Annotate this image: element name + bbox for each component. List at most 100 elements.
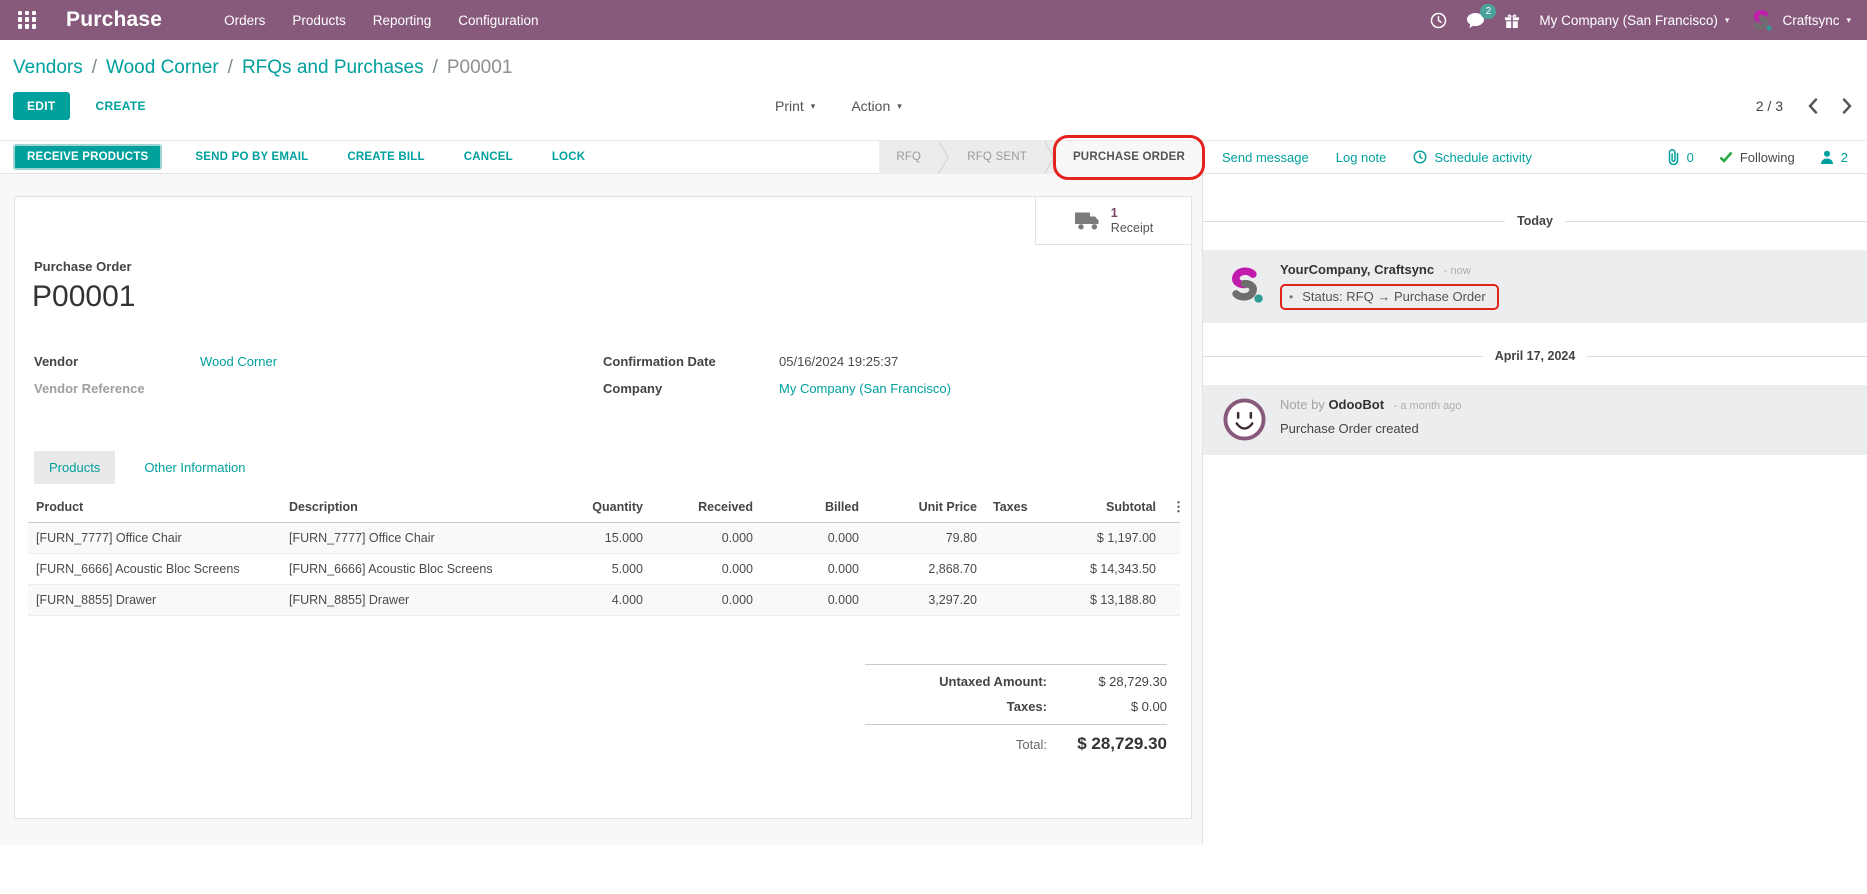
apps-menu-icon[interactable] xyxy=(18,11,37,30)
navbar-systray: 2 My Company (San Francisco) ▾ Craftsync… xyxy=(1430,7,1851,33)
cell-taxes xyxy=(985,554,1047,585)
note-body: Purchase Order created xyxy=(1280,421,1462,436)
cell-description: [FURN_8855] Drawer xyxy=(281,585,543,616)
table-header-row: Product Description Quantity Received Bi… xyxy=(28,492,1180,523)
breadcrumb: Vendors/Wood Corner/RFQs and Purchases/P… xyxy=(13,57,1867,79)
following-button[interactable]: Following xyxy=(1719,150,1795,165)
vendor-value-link[interactable]: Wood Corner xyxy=(200,354,277,369)
print-dropdown[interactable]: Print ▾ xyxy=(775,98,815,114)
confirmation-date-value: 05/16/2024 19:25:37 xyxy=(779,354,898,369)
col-received: Received xyxy=(651,492,761,523)
breadcrumb-vendors[interactable]: Vendors xyxy=(13,57,83,78)
table-row[interactable]: [FURN_7777] Office Chair [FURN_7777] Off… xyxy=(28,523,1180,554)
edit-button[interactable]: EDIT xyxy=(13,92,70,120)
cell-quantity: 5.000 xyxy=(543,554,651,585)
form-content: 1 Receipt Purchase Order P00001 Vendor W… xyxy=(0,174,1202,845)
form-view: RECEIVE PRODUCTS SEND PO BY EMAIL CREATE… xyxy=(0,141,1202,845)
date-divider-today: Today xyxy=(1203,214,1867,228)
cell-billed: 0.000 xyxy=(761,585,867,616)
pager: 2 / 3 xyxy=(1756,98,1853,114)
attachments-button[interactable]: 0 xyxy=(1666,149,1694,165)
col-billed: Billed xyxy=(761,492,867,523)
odoo-purchase-order-screen: Purchase Orders Products Reporting Confi… xyxy=(0,0,1867,894)
craftsync-logo-avatar[interactable] xyxy=(1222,262,1267,307)
action-dropdown[interactable]: Action ▾ xyxy=(851,98,901,114)
bullet-icon: • xyxy=(1289,290,1293,304)
company-label: Company xyxy=(603,381,779,396)
gift-icon[interactable] xyxy=(1504,12,1520,29)
messages-icon[interactable]: 2 xyxy=(1466,12,1485,29)
lock-button[interactable]: LOCK xyxy=(546,150,591,164)
work-area: RECEIVE PRODUCTS SEND PO BY EMAIL CREATE… xyxy=(0,140,1867,845)
app-name[interactable]: Purchase xyxy=(66,8,162,32)
untaxed-amount-row: Untaxed Amount: $ 28,729.30 xyxy=(865,669,1167,694)
top-navbar: Purchase Orders Products Reporting Confi… xyxy=(0,0,1867,40)
cell-unit-price: 79.80 xyxy=(867,523,985,554)
send-message-button[interactable]: Send message xyxy=(1222,150,1309,165)
table-row[interactable]: [FURN_8855] Drawer [FURN_8855] Drawer 4.… xyxy=(28,585,1180,616)
cell-taxes xyxy=(985,585,1047,616)
message-author[interactable]: YourCompany, Craftsync xyxy=(1280,262,1434,277)
cell-product: [FURN_7777] Office Chair xyxy=(28,523,281,554)
pager-next-icon[interactable] xyxy=(1842,98,1853,114)
total-value: $ 28,729.30 xyxy=(1047,734,1167,754)
create-button[interactable]: CREATE xyxy=(90,98,152,114)
document-type-label: Purchase Order xyxy=(34,259,1191,274)
status-step-purchase-order[interactable]: PURCHASE ORDER xyxy=(1056,141,1202,174)
status-step-rfq[interactable]: RFQ xyxy=(879,141,938,174)
attachments-count: 0 xyxy=(1687,150,1694,165)
tab-other-information[interactable]: Other Information xyxy=(142,451,247,484)
receive-products-button[interactable]: RECEIVE PRODUCTS xyxy=(13,144,162,170)
activities-icon[interactable] xyxy=(1430,12,1447,29)
user-menu[interactable]: Craftsync ▾ xyxy=(1748,7,1851,33)
confirmation-date-label: Confirmation Date xyxy=(603,354,779,369)
pager-value[interactable]: 2 / 3 xyxy=(1756,98,1783,114)
breadcrumb-separator: / xyxy=(92,57,97,78)
company-switcher[interactable]: My Company (San Francisco) ▾ xyxy=(1539,13,1729,28)
company-value-link[interactable]: My Company (San Francisco) xyxy=(779,381,951,396)
receipt-label: Receipt xyxy=(1111,221,1153,236)
cell-quantity: 15.000 xyxy=(543,523,651,554)
totals-block: Untaxed Amount: $ 28,729.30 Taxes: $ 0.0… xyxy=(865,664,1167,759)
chatter-thread: Today YourCompany, Craftsync - now xyxy=(1203,174,1867,455)
col-quantity: Quantity xyxy=(543,492,651,523)
chevron-down-icon: ▾ xyxy=(1846,15,1851,26)
odoobot-smiley-avatar[interactable] xyxy=(1222,397,1267,442)
cancel-button[interactable]: CANCEL xyxy=(458,150,519,164)
chevron-down-icon: ▾ xyxy=(811,101,816,112)
log-note-button[interactable]: Log note xyxy=(1336,150,1387,165)
table-row[interactable]: [FURN_6666] Acoustic Bloc Screens [FURN_… xyxy=(28,554,1180,585)
send-po-by-email-button[interactable]: SEND PO BY EMAIL xyxy=(189,150,314,164)
cell-product: [FURN_8855] Drawer xyxy=(28,585,281,616)
schedule-activity-button[interactable]: Schedule activity xyxy=(1413,150,1532,165)
note-time: - a month ago xyxy=(1394,400,1462,412)
status-change-text: Status: RFQ → Purchase Order xyxy=(1302,289,1486,304)
note-author[interactable]: OdooBot xyxy=(1328,397,1384,412)
total-label: Total: xyxy=(1016,737,1047,752)
tab-products[interactable]: Products xyxy=(34,451,115,484)
breadcrumb-wood-corner[interactable]: Wood Corner xyxy=(106,57,219,78)
pager-previous-icon[interactable] xyxy=(1807,98,1818,114)
receipt-stat-button[interactable]: 1 Receipt xyxy=(1035,197,1191,245)
chatter-topbar: Send message Log note Schedule activity … xyxy=(1203,141,1867,174)
breadcrumb-separator: / xyxy=(228,57,233,78)
breadcrumb-rfqs[interactable]: RFQs and Purchases xyxy=(242,57,424,78)
menu-reporting[interactable]: Reporting xyxy=(373,13,432,28)
message-item: YourCompany, Craftsync - now •Status: RF… xyxy=(1203,250,1867,323)
menu-orders[interactable]: Orders xyxy=(224,13,265,28)
status-step-rfq-sent[interactable]: RFQ SENT xyxy=(950,141,1044,174)
order-lines-table: Product Description Quantity Received Bi… xyxy=(28,492,1180,616)
step-separator-icon xyxy=(1044,141,1056,174)
form-sheet: 1 Receipt Purchase Order P00001 Vendor W… xyxy=(14,196,1192,819)
menu-configuration[interactable]: Configuration xyxy=(458,13,538,28)
optional-columns-icon[interactable]: ⋮ xyxy=(1164,492,1180,523)
person-icon xyxy=(1820,150,1834,164)
status-change-annotated: • Status: RFQ → Purchase Order xyxy=(1280,284,1499,310)
date-divider-april: April 17, 2024 xyxy=(1203,349,1867,363)
cell-subtotal: $ 1,197.00 xyxy=(1047,523,1164,554)
followers-button[interactable]: 2 xyxy=(1820,150,1848,165)
breadcrumb-separator: / xyxy=(433,57,438,78)
create-bill-button[interactable]: CREATE BILL xyxy=(341,150,430,164)
menu-products[interactable]: Products xyxy=(292,13,345,28)
receipt-count: 1 xyxy=(1111,206,1153,221)
